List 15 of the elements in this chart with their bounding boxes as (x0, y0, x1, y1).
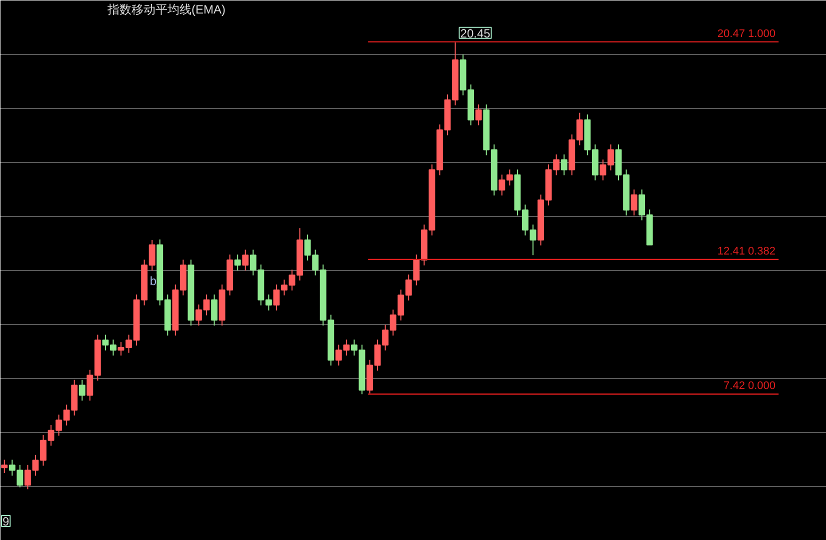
annotation: b (150, 274, 157, 288)
ref-line-label: 7.42 0.000 (724, 380, 776, 392)
candlestick (242, 249, 249, 271)
ref-line-label: 20.47 1.000 (717, 28, 776, 40)
candlestick (78, 379, 86, 402)
ref-line-label: 12.41 0.382 (717, 245, 776, 258)
candlestick (475, 104, 482, 126)
candlestick (211, 294, 218, 326)
candlestick (630, 189, 638, 216)
annotation: 9 (2, 514, 10, 528)
annotation: 20.45 (460, 26, 491, 40)
candlestick (234, 254, 241, 271)
candlestick (1, 459, 8, 474)
chart-title: 指数移动平均线(EMA) (106, 2, 226, 16)
candlestick (560, 154, 568, 176)
